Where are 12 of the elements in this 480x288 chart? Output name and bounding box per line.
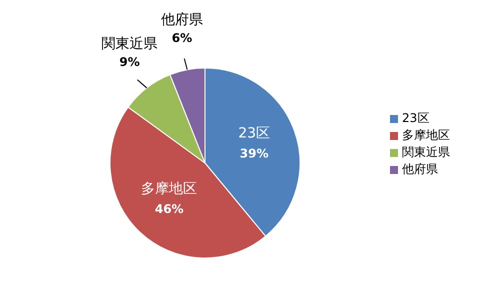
- data-label: 39%: [240, 146, 269, 160]
- data-label: 46%: [154, 202, 184, 216]
- legend-label: 23区: [402, 111, 430, 125]
- legend-label: 関東近県: [402, 145, 450, 159]
- data-label: 6%: [172, 31, 192, 46]
- slice-label: 関東近県: [102, 36, 158, 52]
- data-label: 9%: [119, 54, 140, 69]
- slice-label: 多摩地区: [141, 181, 198, 198]
- legend-label: 他府県: [402, 162, 438, 176]
- slice-label: 他府県: [160, 12, 203, 28]
- legend-label: 多摩地区: [402, 128, 450, 142]
- slice-label: 23区: [238, 125, 270, 142]
